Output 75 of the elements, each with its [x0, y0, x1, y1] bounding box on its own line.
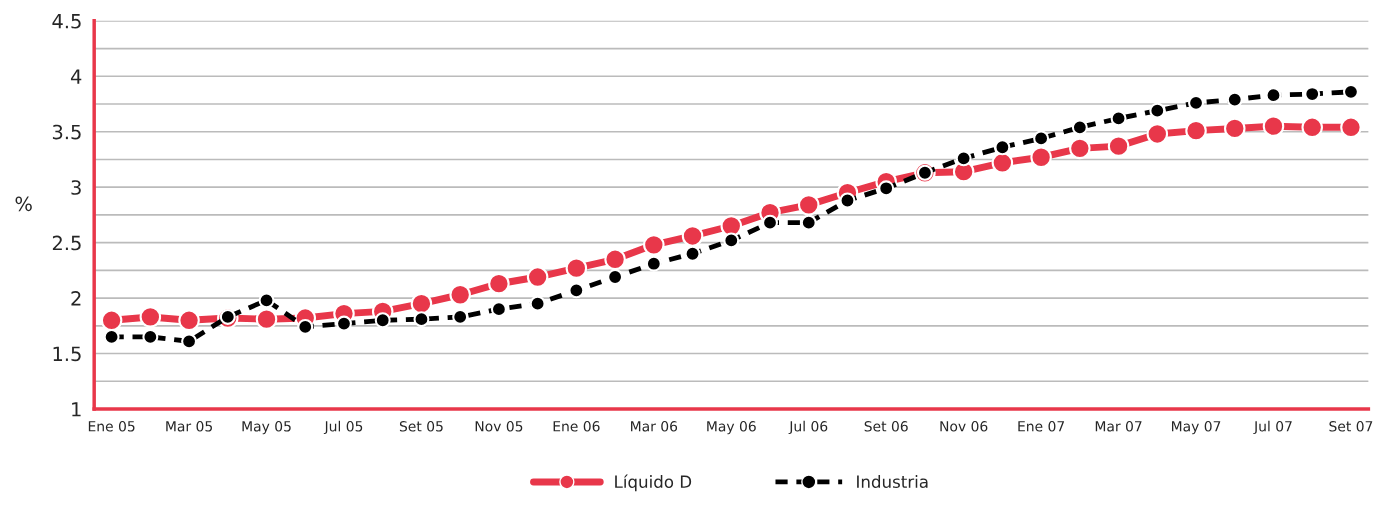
- point: [684, 245, 701, 262]
- point: [1033, 130, 1050, 147]
- point: [1110, 110, 1127, 127]
- x-tick-label: Set 06: [864, 421, 908, 432]
- x-tick-label: Ene 06: [553, 421, 600, 432]
- x-tick-label: Ene 07: [1018, 421, 1065, 432]
- point: [139, 306, 162, 328]
- point: [1301, 116, 1323, 139]
- x-tick-label: Jul 06: [788, 420, 828, 435]
- legend-label: Líquido D: [615, 474, 692, 492]
- x-tick-label: Jul 07: [1253, 420, 1292, 435]
- point: [255, 308, 278, 330]
- point: [258, 292, 275, 309]
- point: [1107, 135, 1130, 157]
- x-tick-label: Mar 06: [631, 421, 678, 432]
- point: [1146, 123, 1169, 145]
- point: [181, 333, 198, 350]
- x-tick-label: Ene 05: [88, 421, 135, 432]
- y-tick-label: 1.5: [53, 346, 81, 362]
- y-tick-label: 4.5: [52, 14, 81, 29]
- point: [800, 214, 817, 231]
- point: [1265, 87, 1282, 104]
- point: [1262, 115, 1285, 137]
- point: [565, 257, 588, 279]
- point: [797, 194, 820, 216]
- y-tick-label: 2.5: [52, 235, 81, 251]
- point: [723, 232, 740, 249]
- x-tick-label: Set 07: [1329, 421, 1373, 432]
- point: [336, 315, 352, 332]
- point: [526, 266, 549, 288]
- point: [413, 311, 430, 328]
- y-tick-label: 2: [71, 291, 81, 306]
- point: [100, 309, 123, 332]
- y-tick-label: 4: [70, 69, 82, 84]
- point: [1030, 146, 1052, 169]
- x-tick-label: Jul 05: [323, 420, 363, 435]
- point: [374, 312, 391, 329]
- point: [297, 318, 314, 335]
- y-tick-label: 3.5: [52, 124, 81, 140]
- point: [878, 180, 895, 197]
- point: [410, 292, 433, 315]
- x-tick-label: May 06: [707, 421, 756, 435]
- point: [1149, 102, 1166, 119]
- point: [1185, 119, 1207, 142]
- point: [762, 214, 778, 231]
- x-tick-label: Nov 06: [940, 421, 988, 432]
- y-tick-label: 1: [72, 402, 81, 417]
- point: [839, 192, 856, 209]
- point: [449, 284, 471, 306]
- point: [720, 215, 743, 237]
- x-tick-label: Set 05: [399, 421, 443, 432]
- point: [568, 282, 585, 299]
- point: [643, 234, 665, 256]
- legend-label: Industria: [857, 475, 928, 489]
- point: [529, 295, 546, 312]
- point: [178, 309, 200, 332]
- x-tick-label: May 07: [1172, 421, 1221, 435]
- point: [991, 152, 1014, 174]
- point: [681, 225, 704, 247]
- x-tick-label: Mar 07: [1095, 421, 1142, 432]
- point: [994, 139, 1011, 156]
- point: [1071, 119, 1088, 136]
- point: [1340, 116, 1362, 139]
- y-axis-title: %: [15, 196, 32, 212]
- point: [955, 150, 972, 167]
- point: [607, 269, 624, 285]
- x-tick-label: Mar 05: [166, 421, 212, 432]
- point: [604, 248, 626, 271]
- point: [1226, 91, 1243, 108]
- y-tick-label: 3: [71, 180, 81, 195]
- point: [488, 272, 510, 295]
- point: [1069, 137, 1091, 160]
- x-tick-label: May 05: [242, 421, 291, 435]
- x-tick-label: Nov 05: [475, 421, 523, 432]
- point: [1224, 117, 1246, 140]
